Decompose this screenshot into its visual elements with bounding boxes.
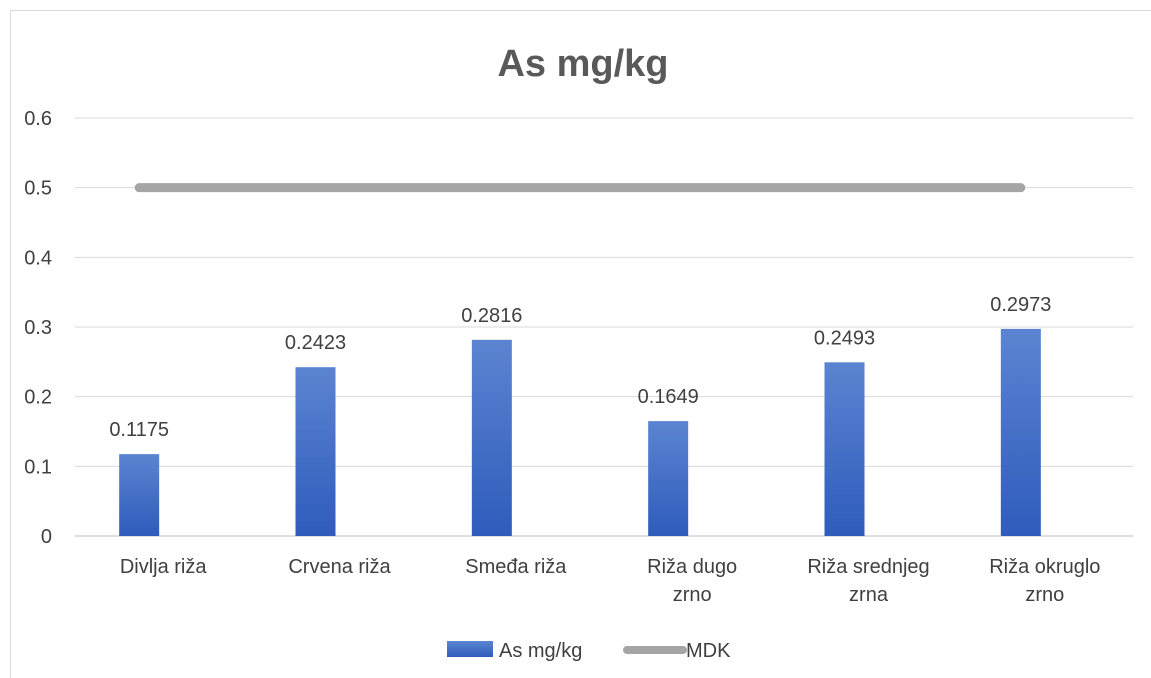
chart-frame — [10, 10, 1151, 678]
data-label: 0.2423 — [285, 332, 346, 354]
category-label: Riža dugo zrno — [647, 556, 737, 606]
bar — [119, 454, 160, 536]
data-label: 0.2493 — [814, 327, 875, 349]
y-tick-label: 0 — [41, 526, 52, 548]
y-tick-label: 0.2 — [24, 387, 52, 409]
x-axis-categories: Divlja riža Crvena riža Smeđa riža Riža dug… — [120, 556, 1101, 606]
legend-swatch-bars — [447, 641, 493, 657]
y-tick-label: 0.6 — [24, 108, 52, 130]
bar-series — [119, 328, 1041, 536]
legend: As mg/kg MDK — [447, 640, 731, 662]
y-tick-label: 0.5 — [24, 178, 52, 200]
category-label: Divlja riža — [120, 556, 208, 578]
category-label: Smeđa riža — [465, 556, 567, 578]
data-label: 0.1175 — [109, 419, 169, 441]
data-label: 0.2816 — [461, 305, 522, 327]
bar — [648, 421, 689, 536]
y-axis-ticks: 0 0.1 0.2 0.3 0.4 0.5 0.6 — [24, 108, 52, 548]
y-tick-label: 0.1 — [24, 456, 52, 478]
bar — [1000, 328, 1041, 536]
bar — [824, 362, 865, 536]
data-label: 0.1649 — [638, 386, 699, 408]
legend-label: As mg/kg — [499, 640, 582, 662]
bar — [471, 339, 512, 536]
category-label: Crvena riža — [288, 556, 391, 578]
category-label: Riža srednjeg zrna — [807, 556, 929, 606]
data-label: 0.2973 — [990, 294, 1051, 316]
y-tick-label: 0.3 — [24, 317, 52, 339]
bar — [295, 367, 336, 536]
y-tick-label: 0.4 — [24, 247, 52, 269]
gridlines — [75, 117, 1133, 537]
category-label: Riža okruglo zrno — [989, 556, 1100, 606]
legend-label: MDK — [686, 640, 731, 662]
chart-title: As mg/kg — [497, 43, 668, 85]
data-labels: 0.1175 0.2423 0.2816 0.1649 0.2493 0.2973 — [109, 294, 1051, 441]
